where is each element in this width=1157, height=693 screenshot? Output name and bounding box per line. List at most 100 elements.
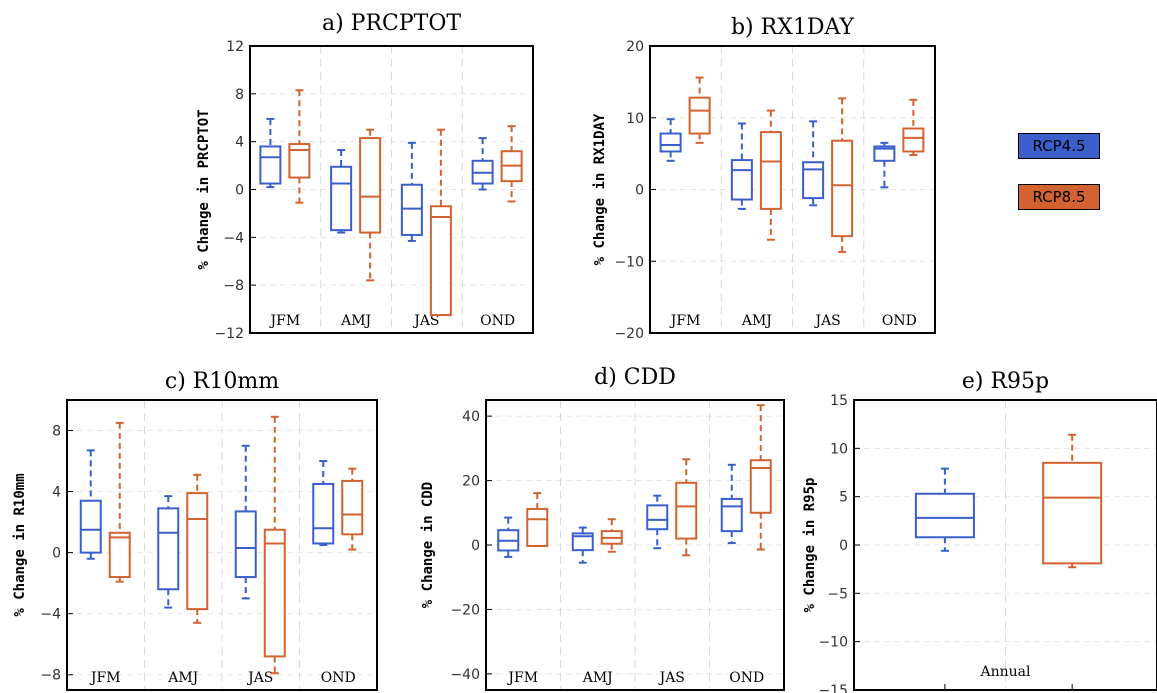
legend-rcp85: RCP8.5 bbox=[1018, 184, 1100, 210]
category-label: JFM bbox=[506, 670, 538, 686]
box-iqr bbox=[186, 492, 209, 611]
box-rcp85-amj bbox=[359, 128, 382, 282]
y-tick-label: −4 bbox=[40, 607, 61, 623]
y-tick-label: 10 bbox=[830, 441, 848, 457]
box-iqr bbox=[831, 139, 854, 238]
box-iqr bbox=[359, 137, 382, 234]
chart-5: 15 10 5 0 −5 −10 −15 e) R95p % Change in R95p Ann… bbox=[802, 369, 1157, 693]
box-iqr bbox=[79, 499, 102, 554]
y-tick-label: −5 bbox=[827, 586, 848, 602]
box-rcp85-jas bbox=[831, 97, 854, 253]
box-iqr bbox=[730, 159, 753, 201]
box-rcp45-amj bbox=[730, 122, 753, 210]
category-label: JFM bbox=[269, 313, 301, 329]
y-tick-label: 0 bbox=[471, 538, 480, 554]
y-tick-label: −15 bbox=[818, 683, 848, 693]
y-tick-label: 5 bbox=[839, 490, 848, 506]
box-rcp45-jas bbox=[802, 120, 825, 207]
category-label: JAS bbox=[658, 670, 685, 686]
box-rcp45-jas bbox=[234, 444, 257, 600]
chart-3: 8 4 0 −4 −8 c) R10mm % Change in R10mm JFM AMJ JA… bbox=[12, 369, 378, 691]
box-iqr bbox=[341, 479, 364, 536]
y-axis-label: % Change in R10mm bbox=[12, 473, 28, 616]
box-iqr bbox=[749, 459, 772, 514]
y-tick-label: 40 bbox=[462, 409, 480, 425]
category-label: AMJ bbox=[340, 313, 371, 329]
box-rcp45-jfm bbox=[659, 118, 682, 162]
category-label: JFM bbox=[89, 670, 121, 686]
category-label: OND bbox=[480, 313, 515, 329]
box-rcp45-ond bbox=[471, 137, 494, 191]
category-label: JAS bbox=[246, 670, 273, 686]
y-axis-label: % Change in RX1DAY bbox=[592, 113, 608, 265]
chart-title: d) CDD bbox=[594, 365, 676, 390]
chart-title: e) R95p bbox=[962, 369, 1049, 394]
y-tick-label: −40 bbox=[450, 667, 480, 683]
box-rcp85-annual bbox=[1042, 433, 1103, 569]
box-iqr bbox=[873, 145, 896, 162]
category-label: OND bbox=[882, 313, 917, 329]
y-tick-label: 0 bbox=[839, 538, 848, 554]
y-tick-label: 15 bbox=[830, 393, 848, 409]
box-iqr bbox=[720, 497, 743, 533]
box-iqr bbox=[288, 143, 311, 179]
y-tick-label: −20 bbox=[614, 326, 644, 342]
y-tick-label: 4 bbox=[235, 135, 244, 151]
box-rcp85-jfm bbox=[688, 76, 711, 144]
box-rcp85-ond bbox=[902, 98, 925, 157]
box-rcp45-annual bbox=[914, 467, 975, 552]
y-axis-label: % Change in PRCPTOT bbox=[196, 109, 212, 269]
y-tick-label: 8 bbox=[235, 87, 244, 103]
box-iqr bbox=[312, 482, 335, 545]
y-tick-label: −8 bbox=[40, 668, 61, 684]
y-tick-label: 0 bbox=[635, 183, 644, 199]
box-iqr bbox=[902, 127, 925, 153]
legend-rcp45-label: RCP4.5 bbox=[1032, 137, 1086, 155]
box-iqr bbox=[526, 507, 549, 547]
y-tick-label: 10 bbox=[626, 111, 644, 127]
chart-4: 40 20 0 −20 −40 d) CDD % Change in CDD JFM AMJ JA… bbox=[420, 365, 785, 691]
box-rcp85-jfm bbox=[288, 89, 311, 204]
category-label: OND bbox=[321, 670, 356, 686]
box-iqr bbox=[659, 132, 682, 153]
chart-title: b) RX1DAY bbox=[731, 15, 855, 40]
box-rcp45-jas bbox=[400, 141, 423, 242]
box-iqr bbox=[108, 531, 131, 579]
box-rcp85-ond bbox=[341, 467, 364, 551]
y-tick-label: 20 bbox=[462, 474, 480, 490]
box-rcp85-jfm bbox=[108, 421, 131, 583]
chart-title: a) PRCPTOT bbox=[322, 11, 461, 36]
box-rcp45-ond bbox=[720, 463, 743, 545]
box-rcp85-jfm bbox=[526, 492, 549, 547]
y-tick-label: 12 bbox=[226, 39, 244, 55]
y-axis-label: % Change in CDD bbox=[420, 482, 436, 608]
y-tick-label: −4 bbox=[223, 230, 244, 246]
box-rcp85-ond bbox=[500, 125, 523, 203]
box-iqr bbox=[675, 481, 698, 540]
y-tick-label: −8 bbox=[223, 278, 244, 294]
chart-title: c) R10mm bbox=[165, 369, 279, 394]
box-iqr bbox=[571, 532, 594, 552]
y-axis-label: % Change in R95p bbox=[802, 478, 818, 613]
box-rcp45-amj bbox=[330, 149, 353, 234]
y-tick-label: −10 bbox=[818, 635, 848, 651]
category-label: AMJ bbox=[741, 313, 772, 329]
box-iqr bbox=[330, 165, 353, 232]
box-rcp45-jfm bbox=[259, 117, 282, 189]
box-iqr bbox=[914, 492, 975, 539]
chart-1: 12 8 4 0 −4 −8 −12 a) PRCPTOT % Change in PRCPTO… bbox=[196, 11, 534, 342]
y-tick-label: 0 bbox=[235, 183, 244, 199]
box-rcp85-ond bbox=[749, 404, 772, 551]
box-iqr bbox=[802, 161, 825, 200]
plot-frame bbox=[66, 399, 378, 691]
y-tick-label: 20 bbox=[626, 39, 644, 55]
y-tick-label: −20 bbox=[450, 602, 480, 618]
box-rcp45-amj bbox=[571, 526, 594, 564]
box-iqr bbox=[429, 205, 452, 317]
box-iqr bbox=[646, 504, 669, 531]
box-rcp45-jfm bbox=[79, 449, 102, 560]
y-tick-label: −12 bbox=[214, 326, 244, 342]
category-label: AMJ bbox=[167, 670, 198, 686]
box-iqr bbox=[1042, 461, 1103, 565]
